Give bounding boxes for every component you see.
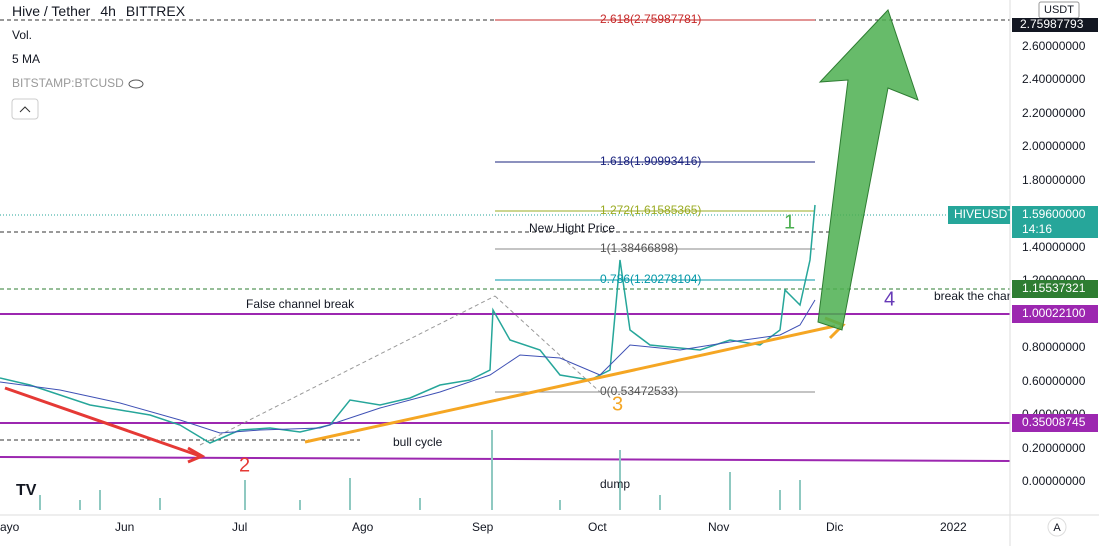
time-axis: ayo Jun Jul Ago Sep Oct Nov Dic 2022 bbox=[0, 520, 967, 534]
time-label: Ago bbox=[352, 520, 374, 534]
collapse-button[interactable] bbox=[11, 98, 39, 120]
time-label: Dic bbox=[826, 520, 843, 534]
trend-line bbox=[304, 324, 836, 444]
hide-icon[interactable] bbox=[128, 79, 144, 89]
collapse-icon bbox=[19, 106, 31, 113]
badge bbox=[1012, 305, 1098, 323]
wave-label: 3 bbox=[612, 393, 623, 415]
time-label: Jul bbox=[232, 520, 247, 534]
badge bbox=[1012, 18, 1098, 32]
annotation: False channel break bbox=[246, 297, 355, 311]
badge bbox=[1012, 414, 1098, 432]
down-trend bbox=[4, 386, 201, 458]
wave-label: 4 bbox=[884, 288, 895, 310]
volume-bars bbox=[39, 430, 801, 510]
time-label: Jun bbox=[115, 520, 134, 534]
price-label: 2.20000000 bbox=[1022, 106, 1086, 120]
up-arrow bbox=[817, 9, 919, 331]
fib-label: 1(1.38466898) bbox=[600, 241, 678, 255]
logo: TV bbox=[16, 482, 37, 499]
annotation: dump bbox=[600, 477, 630, 491]
badge-text: 2.75987793 bbox=[1020, 17, 1084, 31]
annotation: New Hight Price bbox=[529, 221, 615, 235]
fib-label: 1.272(1.61585365) bbox=[600, 203, 701, 217]
fib-label: 2.618(2.75987781) bbox=[600, 12, 701, 26]
badge-text: 14:16 bbox=[1022, 222, 1052, 236]
price-badges: 2.75987793 HIVEUSDT 1.59600000 14:16 1.1… bbox=[948, 17, 1098, 432]
fib-label: 1.618(1.90993416) bbox=[600, 154, 701, 168]
price-label: 0.20000000 bbox=[1022, 441, 1086, 455]
annotation: bull cycle bbox=[393, 435, 443, 449]
badge-text: 0.35008745 bbox=[1022, 415, 1086, 429]
price-label: 2.00000000 bbox=[1022, 139, 1086, 153]
price-label: 0.60000000 bbox=[1022, 374, 1086, 388]
currency: USDT bbox=[1044, 4, 1074, 16]
channel-line bbox=[0, 456, 1011, 462]
price-label: 1.40000000 bbox=[1022, 240, 1086, 254]
fib-label: 0(0.53472533) bbox=[600, 384, 678, 398]
time-label: Oct bbox=[588, 520, 607, 534]
badge-text: 1.15537321 bbox=[1022, 281, 1086, 295]
annotation: break the char bbox=[934, 289, 1011, 303]
auto-label: A bbox=[1053, 522, 1061, 534]
indicator: 5 MA bbox=[12, 52, 40, 66]
auto-button[interactable] bbox=[1047, 517, 1067, 537]
indicator: Vol. bbox=[12, 28, 32, 42]
fib-label: 0.786(1.20278104) bbox=[600, 272, 701, 286]
compare-symbol[interactable]: BITSTAMP:BTCUSD bbox=[12, 76, 124, 90]
badge-text: 1.59600000 bbox=[1022, 207, 1086, 221]
badge bbox=[948, 206, 1010, 224]
badge-text: HIVEUSDT bbox=[954, 207, 1015, 221]
fib-trend bbox=[494, 295, 601, 393]
wave-label: 2 bbox=[239, 454, 250, 476]
price-label: 0.00000000 bbox=[1022, 474, 1086, 488]
price-label: 2.60000000 bbox=[1022, 39, 1086, 53]
badge bbox=[1012, 206, 1098, 238]
price-label: 2.40000000 bbox=[1022, 72, 1086, 86]
ma-line bbox=[0, 299, 816, 434]
time-label: ayo bbox=[0, 520, 20, 534]
time-label: Nov bbox=[708, 520, 729, 534]
arrow-head bbox=[187, 446, 206, 464]
symbol-title: Hive / Tether 4h BITTREX bbox=[12, 3, 186, 19]
fib-trend bbox=[199, 295, 496, 446]
badge bbox=[1012, 280, 1098, 298]
wave-label: 1 bbox=[784, 211, 795, 233]
time-label: 2022 bbox=[940, 520, 967, 534]
time-label: Sep bbox=[472, 520, 494, 534]
badge-text: 1.00022100 bbox=[1022, 306, 1086, 320]
price-label: 0.80000000 bbox=[1022, 340, 1086, 354]
price-label: 1.80000000 bbox=[1022, 173, 1086, 187]
